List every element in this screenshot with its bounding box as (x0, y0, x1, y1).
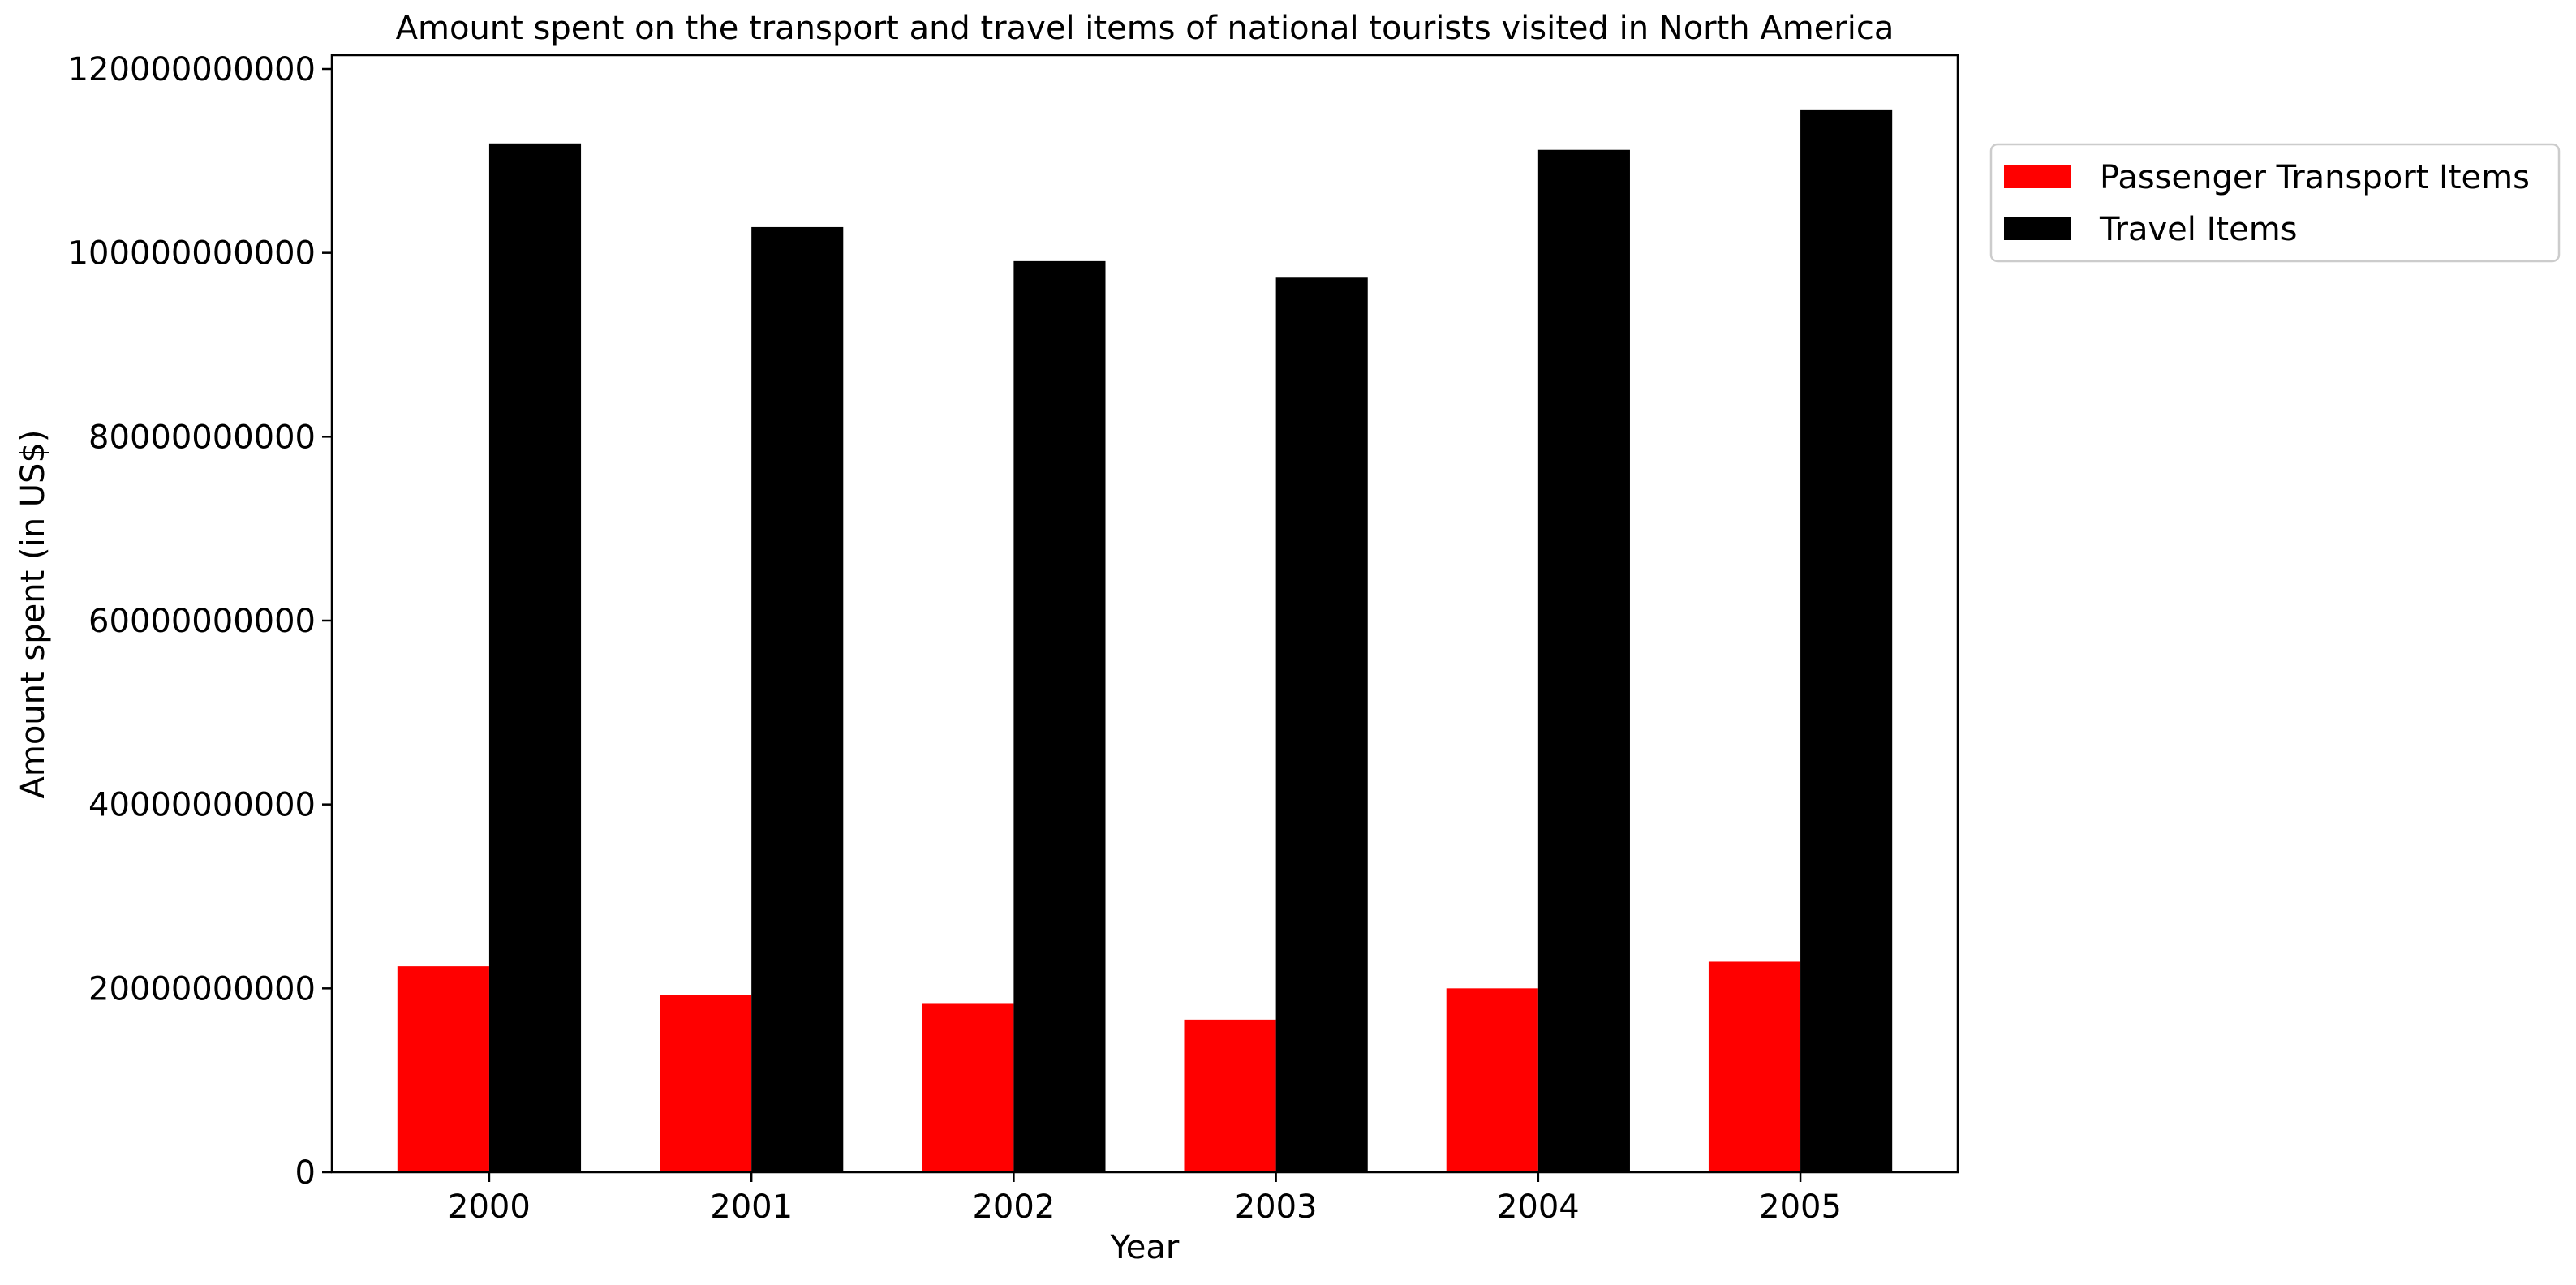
x-tick-label: 2002 (972, 1188, 1055, 1226)
bar-passenger-transport-items-2001 (660, 995, 752, 1172)
y-tick-label: 60000000000 (88, 603, 316, 640)
bar-travel-items-2004 (1537, 149, 1630, 1172)
y-axis-label: Amount spent (in US$) (15, 430, 52, 799)
x-tick-label: 2003 (1235, 1188, 1318, 1226)
bar-passenger-transport-items-2002 (922, 1003, 1014, 1172)
legend-swatch-travel-items (2004, 217, 2071, 240)
y-tick-label: 100000000000 (68, 235, 316, 273)
bar-travel-items-2000 (488, 143, 582, 1172)
legend-frame (1989, 143, 2561, 263)
y-axis: 0 20000000000 40000000000 60000000000 800000… (68, 51, 332, 1192)
bar-passenger-transport-items-2004 (1446, 988, 1538, 1172)
bar-travel-items-2002 (1013, 260, 1106, 1172)
plot-area (397, 109, 1893, 1173)
legend-label-passenger-transport-items: Passenger Transport Items (2100, 159, 2530, 196)
bar-travel-items-2001 (751, 226, 844, 1172)
x-tick-label: 2000 (448, 1188, 531, 1226)
bar-travel-items-2003 (1275, 277, 1368, 1173)
chart-title: Amount spent on the transport and travel… (396, 10, 1894, 47)
y-tick-label: 120000000000 (68, 51, 316, 88)
x-axis: 2000 2001 2002 2003 2004 2005 (448, 1172, 1842, 1226)
bar-passenger-transport-items-2005 (1708, 961, 1801, 1172)
bar-passenger-transport-items-2000 (397, 966, 489, 1172)
plot-frame (330, 54, 1959, 1174)
legend-swatch-passenger-transport-items (2004, 165, 2071, 188)
bar-travel-items-2005 (1800, 109, 1893, 1172)
bar-passenger-transport-items-2003 (1184, 1019, 1276, 1172)
y-tick-label: 20000000000 (88, 970, 316, 1008)
x-axis-label: Year (1110, 1229, 1180, 1266)
x-tick-label: 2005 (1759, 1188, 1842, 1226)
y-tick-label: 40000000000 (88, 787, 316, 824)
legend-label-travel-items: Travel Items (2099, 211, 2298, 248)
y-tick-label: 80000000000 (88, 419, 316, 456)
x-tick-label: 2004 (1497, 1188, 1580, 1226)
x-tick-label: 2001 (710, 1188, 793, 1226)
y-tick-label: 0 (295, 1154, 316, 1192)
legend: Passenger Transport Items Travel Items (1989, 143, 2561, 263)
